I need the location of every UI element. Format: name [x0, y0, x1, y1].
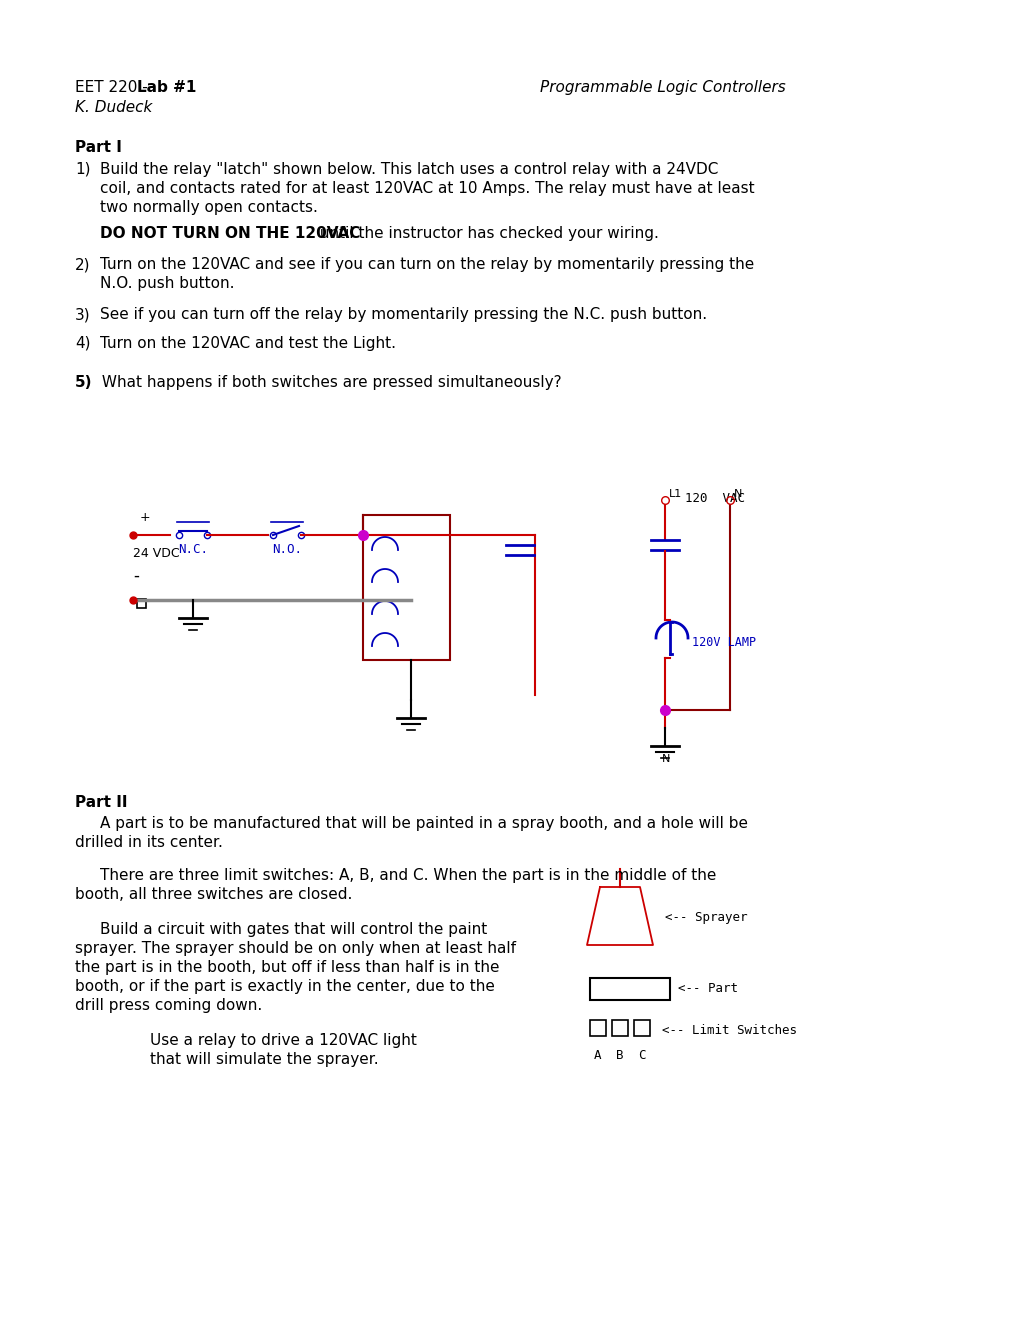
Text: DO NOT TURN ON THE 120VAC: DO NOT TURN ON THE 120VAC: [100, 226, 360, 242]
Text: 120V LAMP: 120V LAMP: [691, 635, 755, 648]
Text: N.O. push button.: N.O. push button.: [100, 276, 234, 290]
Bar: [137, 599, 146, 609]
Text: drill press coming down.: drill press coming down.: [75, 998, 262, 1012]
Text: N: N: [734, 488, 742, 499]
Text: What happens if both switches are pressed simultaneously?: What happens if both switches are presse…: [97, 375, 561, 389]
Text: L1: L1: [668, 488, 682, 499]
Text: See if you can turn off the relay by momentarily pressing the N.C. push button.: See if you can turn off the relay by mom…: [100, 308, 706, 322]
Text: <-- Sprayer: <-- Sprayer: [664, 911, 747, 924]
Text: Turn on the 120VAC and see if you can turn on the relay by momentarily pressing : Turn on the 120VAC and see if you can tu…: [100, 257, 753, 272]
Text: A: A: [594, 1049, 601, 1063]
Text: <-- Part: <-- Part: [678, 982, 738, 995]
Text: sprayer. The sprayer should be on only when at least half: sprayer. The sprayer should be on only w…: [75, 941, 516, 956]
Text: two normally open contacts.: two normally open contacts.: [100, 201, 318, 215]
Text: B: B: [615, 1049, 624, 1063]
Text: K. Dudeck: K. Dudeck: [75, 100, 152, 115]
Text: +: +: [140, 511, 151, 524]
Text: Build the relay "latch" shown below. This latch uses a control relay with a 24VD: Build the relay "latch" shown below. Thi…: [100, 162, 717, 177]
Text: There are three limit switches: A, B, and C. When the part is in the middle of t: There are three limit switches: A, B, an…: [100, 869, 715, 883]
Text: 5): 5): [75, 375, 93, 389]
Text: coil, and contacts rated for at least 120VAC at 10 Amps. The relay must have at : coil, and contacts rated for at least 12…: [100, 181, 754, 195]
Text: Turn on the 120VAC and test the Light.: Turn on the 120VAC and test the Light.: [100, 337, 395, 351]
Text: 120  VAC: 120 VAC: [685, 492, 744, 506]
Text: N: N: [661, 754, 669, 764]
Text: 1): 1): [75, 162, 91, 177]
Text: EET 220 -: EET 220 -: [75, 81, 153, 95]
Text: 4): 4): [75, 337, 91, 351]
Text: booth, all three switches are closed.: booth, all three switches are closed.: [75, 887, 352, 902]
Text: N.C.: N.C.: [178, 543, 208, 556]
Text: until the instructor has checked your wiring.: until the instructor has checked your wi…: [315, 226, 658, 242]
Text: Build a circuit with gates that will control the paint: Build a circuit with gates that will con…: [100, 921, 487, 937]
Bar: [589, 1020, 605, 1036]
Bar: [589, 978, 669, 1001]
Text: drilled in its center.: drilled in its center.: [75, 836, 223, 850]
Text: Lab #1: Lab #1: [137, 81, 197, 95]
Text: the part is in the booth, but off if less than half is in the: the part is in the booth, but off if les…: [75, 960, 499, 975]
Text: booth, or if the part is exactly in the center, due to the: booth, or if the part is exactly in the …: [75, 979, 494, 994]
Text: <-- Limit Switches: <-- Limit Switches: [661, 1023, 796, 1036]
Text: 3): 3): [75, 308, 91, 322]
Text: Part I: Part I: [75, 140, 121, 154]
Text: Use a relay to drive a 120VAC light: Use a relay to drive a 120VAC light: [150, 1034, 417, 1048]
Text: -: -: [132, 568, 139, 585]
Bar: [611, 1020, 628, 1036]
Text: that will simulate the sprayer.: that will simulate the sprayer.: [150, 1052, 378, 1067]
Text: 24 VDC: 24 VDC: [132, 546, 179, 560]
Text: Programmable Logic Controllers: Programmable Logic Controllers: [539, 81, 785, 95]
Bar: [634, 1020, 649, 1036]
Text: C: C: [638, 1049, 645, 1063]
Text: Part II: Part II: [75, 795, 127, 810]
Text: A part is to be manufactured that will be painted in a spray booth, and a hole w: A part is to be manufactured that will b…: [100, 816, 747, 832]
Text: N.O.: N.O.: [272, 543, 302, 556]
Text: 2): 2): [75, 257, 91, 272]
Bar: [363, 515, 449, 660]
